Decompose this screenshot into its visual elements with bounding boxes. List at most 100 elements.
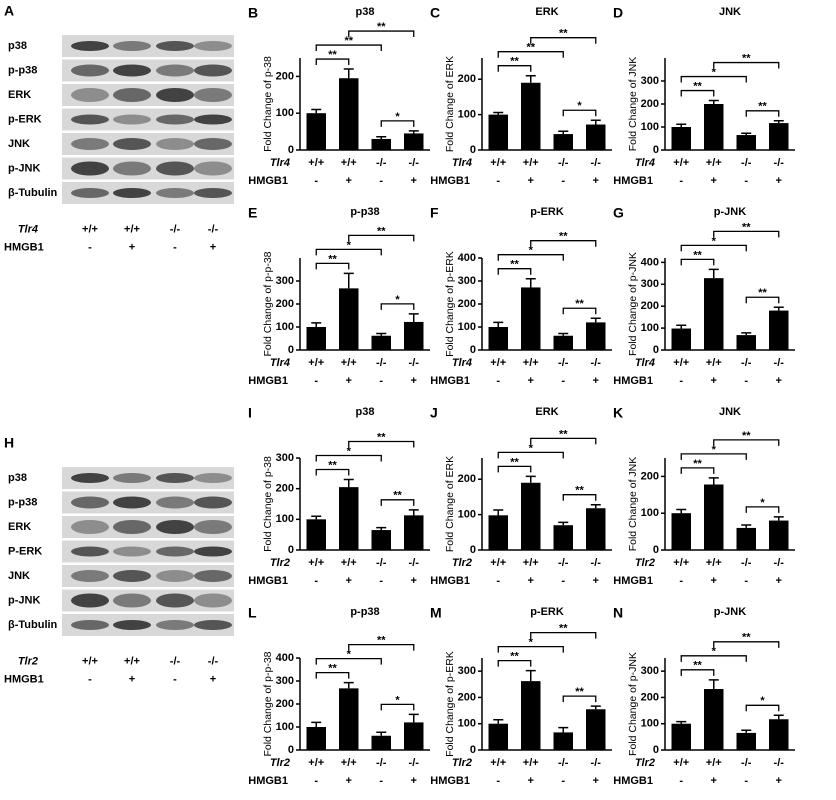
- treatment-label: HMGB1: [613, 375, 653, 387]
- significance-label: *: [712, 235, 717, 247]
- blot-band: [113, 88, 151, 102]
- genotype-label: -/-: [376, 157, 387, 169]
- y-tick-label: 300: [641, 665, 659, 677]
- chart-title: p-JNK: [714, 606, 746, 618]
- chart-title: JNK: [719, 406, 741, 418]
- genotype-label: +/+: [490, 557, 506, 569]
- bar: [371, 530, 391, 550]
- blot-band: [113, 620, 151, 630]
- significance-bracket: [680, 669, 715, 676]
- blot-band: [194, 593, 232, 608]
- significance-label: **: [693, 458, 702, 470]
- significance-label: **: [377, 635, 386, 647]
- bar: [769, 719, 789, 750]
- bar: [404, 133, 424, 150]
- y-tick-label: 0: [470, 344, 476, 356]
- significance-label: **: [575, 298, 584, 310]
- bar: [671, 328, 691, 350]
- error-bar: [343, 681, 354, 689]
- significance-bracket: [315, 657, 382, 665]
- significance-bracket: [497, 645, 564, 653]
- significance-label: **: [742, 430, 751, 442]
- significance-label: **: [344, 35, 353, 47]
- y-tick-label: 200: [458, 298, 476, 310]
- blot-row-label: ERK: [8, 89, 31, 101]
- genotype-label: -/-: [591, 157, 602, 169]
- genotype-label: -/-: [409, 157, 420, 169]
- error-bar: [493, 509, 504, 516]
- error-bar: [408, 509, 419, 516]
- error-bar: [408, 130, 419, 134]
- blot-band: [113, 41, 151, 51]
- significance-label: **: [693, 660, 702, 672]
- genotype-label: +/+: [706, 357, 722, 369]
- significance-bracket: [497, 254, 564, 261]
- genotype-label: +/+: [490, 157, 506, 169]
- error-bar: [708, 268, 719, 279]
- blot-band: [194, 161, 232, 176]
- significance-bracket: [680, 89, 715, 97]
- blot-band: [156, 114, 194, 125]
- bar: [671, 513, 691, 550]
- significance-bracket: [315, 44, 382, 52]
- panel-label: C: [430, 5, 440, 21]
- y-axis-label: Fold Change of p-38: [262, 56, 274, 152]
- genotype-label: +/+: [673, 357, 689, 369]
- treatment-label: HMGB1: [613, 775, 653, 787]
- significance-bracket: [713, 61, 780, 69]
- bar: [736, 732, 756, 750]
- bar: [521, 287, 541, 350]
- treatment-value: +: [411, 375, 417, 387]
- blot-row-label: p-ERK: [8, 113, 42, 125]
- significance-label: *: [529, 442, 534, 454]
- error-bar: [525, 669, 536, 682]
- genotype-label: -/-: [376, 557, 387, 569]
- error-bar: [741, 132, 752, 136]
- genotype-label: -/-: [376, 757, 387, 769]
- treatment-value: +: [711, 775, 717, 787]
- bar: [586, 124, 606, 150]
- treatment-value: -: [679, 375, 683, 387]
- bar: [521, 681, 541, 750]
- treatment-value: +: [711, 575, 717, 587]
- y-axis-label: Fold Change of p-38: [262, 456, 274, 552]
- treatment-value: +: [528, 575, 534, 587]
- y-tick-label: 100: [641, 322, 659, 334]
- error-bar: [558, 130, 569, 135]
- significance-label: **: [742, 52, 751, 64]
- blot-band: [71, 138, 109, 150]
- y-tick-label: 100: [458, 509, 476, 521]
- blot-band: [113, 496, 151, 509]
- y-tick-label: 400: [458, 252, 476, 264]
- genotype-label: +/+: [341, 357, 357, 369]
- significance-label: **: [559, 28, 568, 40]
- treatment-value: -: [314, 775, 318, 787]
- blot-band: [194, 138, 232, 150]
- y-tick-label: 0: [288, 744, 294, 756]
- significance-bracket: [315, 454, 382, 462]
- blot-band: [156, 546, 194, 557]
- significance-label: **: [575, 485, 584, 497]
- treatment-value: +: [776, 575, 782, 587]
- significance-label: **: [328, 49, 337, 61]
- bar: [339, 688, 359, 750]
- error-bar: [590, 503, 601, 509]
- error-bar: [741, 729, 752, 733]
- significance-label: *: [712, 66, 717, 78]
- genotype-label: -/-: [591, 557, 602, 569]
- group-label: Tlr4: [270, 157, 290, 169]
- blot-band: [194, 188, 232, 198]
- treatment-value: -: [744, 175, 748, 187]
- treatment-value: -: [496, 775, 500, 787]
- treatment-value: -: [314, 575, 318, 587]
- treatment-label: HMGB1: [248, 175, 288, 187]
- significance-bracket: [713, 230, 780, 238]
- y-tick-label: 200: [641, 300, 659, 312]
- blot-row-label: p-JNK: [8, 594, 40, 606]
- error-bar: [558, 332, 569, 336]
- genotype-label: -/-: [208, 223, 219, 235]
- y-tick-label: 100: [276, 321, 294, 333]
- treatment-value: -: [679, 175, 683, 187]
- bar: [769, 123, 789, 150]
- treatment-value: +: [346, 775, 352, 787]
